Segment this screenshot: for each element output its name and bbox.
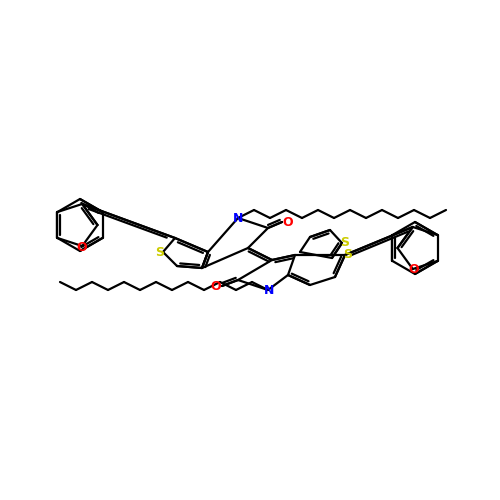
Text: S: S [156,246,164,258]
Text: N: N [264,284,274,298]
Text: S: S [340,236,349,250]
Text: O: O [408,262,419,276]
Text: O: O [282,216,294,228]
Text: O: O [76,240,86,254]
Text: S: S [344,248,352,262]
Text: N: N [233,212,243,224]
Text: O: O [210,280,222,292]
